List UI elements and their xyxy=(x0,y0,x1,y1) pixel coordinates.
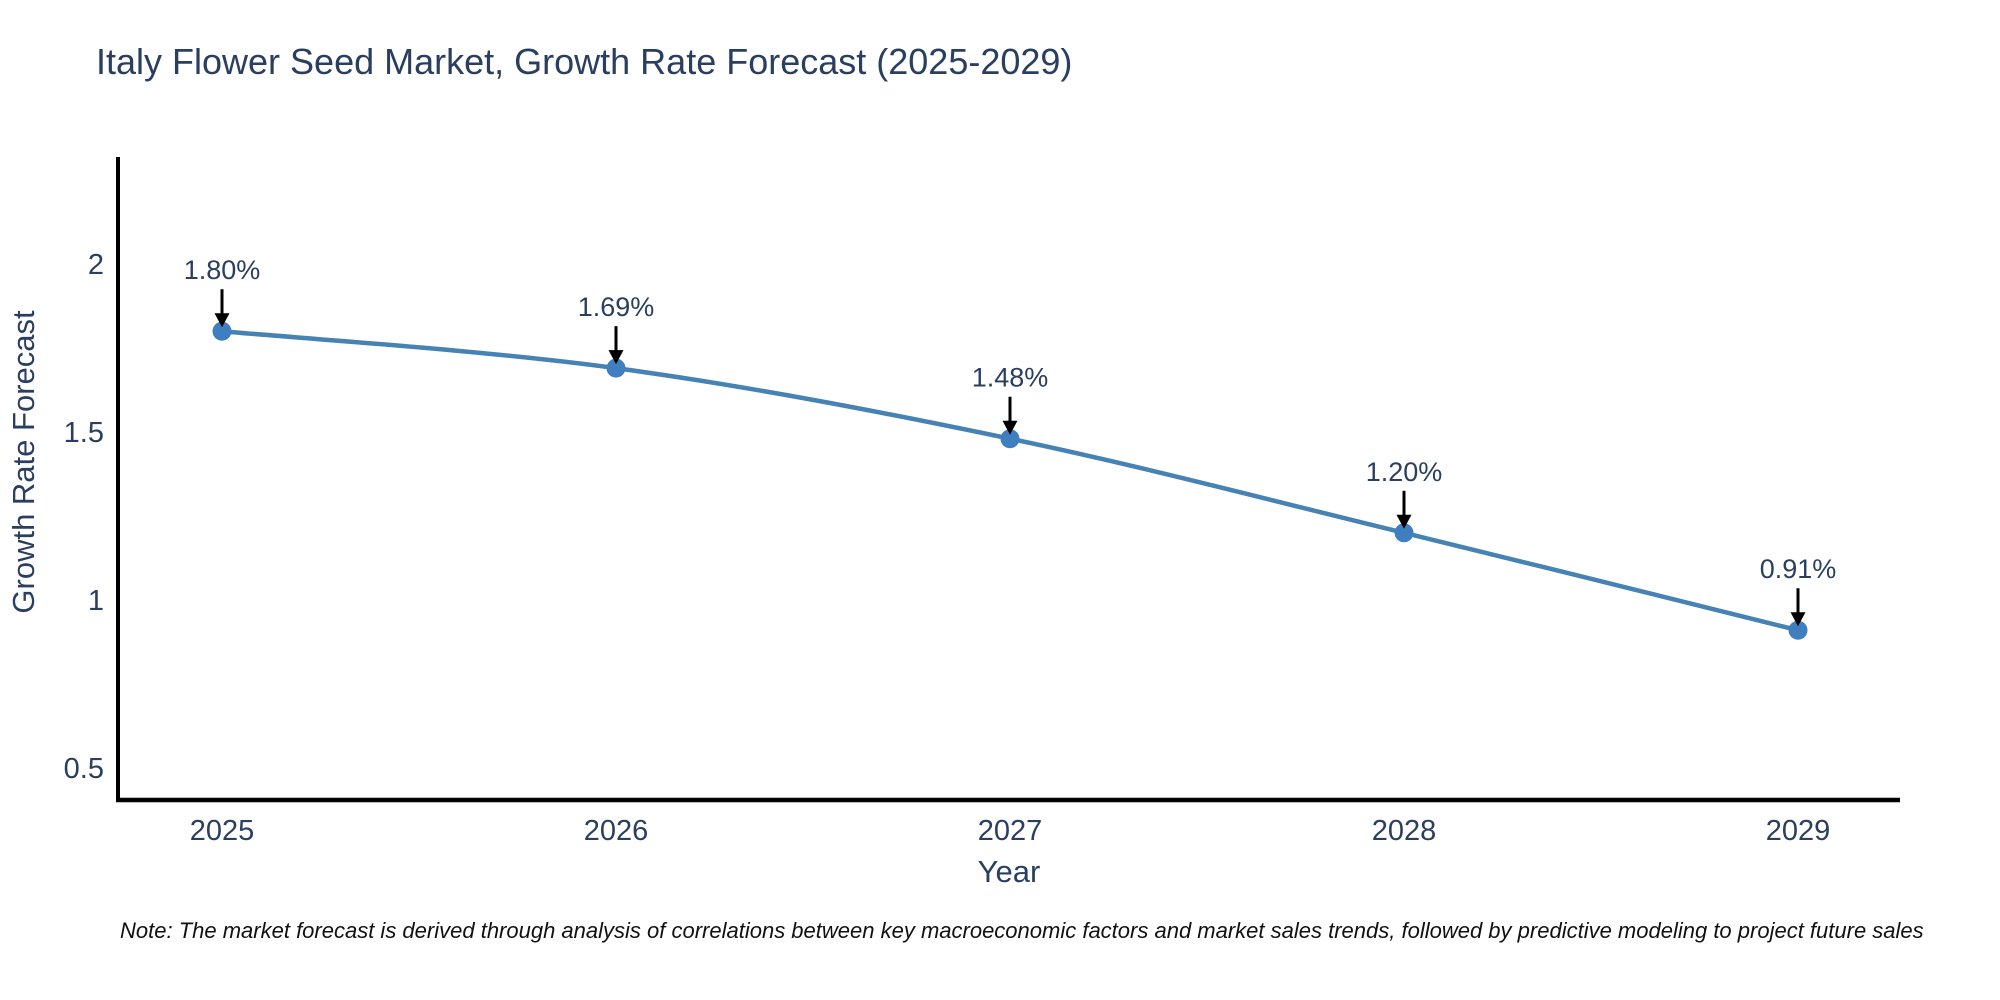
y-tick-label: 1 xyxy=(88,585,104,617)
data-point xyxy=(1788,620,1808,640)
annotation-arrow-head xyxy=(1002,420,1018,435)
chart-title: Italy Flower Seed Market, Growth Rate Fo… xyxy=(96,41,1073,82)
point-value-label: 1.80% xyxy=(184,255,261,285)
data-point xyxy=(212,321,232,341)
x-tick-label: 2026 xyxy=(584,815,649,847)
y-tick-label: 2 xyxy=(88,249,104,281)
data-point xyxy=(606,358,626,378)
annotation-arrow-head xyxy=(1396,514,1412,529)
y-axis-title: Growth Rate Forecast xyxy=(6,310,41,614)
point-value-label: 1.20% xyxy=(1366,457,1443,487)
x-tick-label: 2027 xyxy=(978,815,1043,847)
annotation-arrow-head xyxy=(214,313,230,328)
point-value-label: 1.69% xyxy=(578,292,655,322)
x-tick-label: 2025 xyxy=(190,815,255,847)
point-value-label: 1.48% xyxy=(972,363,1049,393)
x-tick-label: 2029 xyxy=(1766,815,1831,847)
data-point xyxy=(1394,523,1414,543)
y-tick-label: 0.5 xyxy=(64,753,104,785)
y-tick-label: 1.5 xyxy=(64,417,104,449)
point-value-label: 0.91% xyxy=(1760,554,1837,584)
x-tick-label: 2028 xyxy=(1372,815,1437,847)
annotation-arrow-head xyxy=(608,350,624,365)
data-point xyxy=(1000,429,1020,449)
chart-footnote: Note: The market forecast is derived thr… xyxy=(120,918,1924,943)
x-axis-title: Year xyxy=(978,854,1041,889)
annotation-arrow-head xyxy=(1790,612,1806,627)
